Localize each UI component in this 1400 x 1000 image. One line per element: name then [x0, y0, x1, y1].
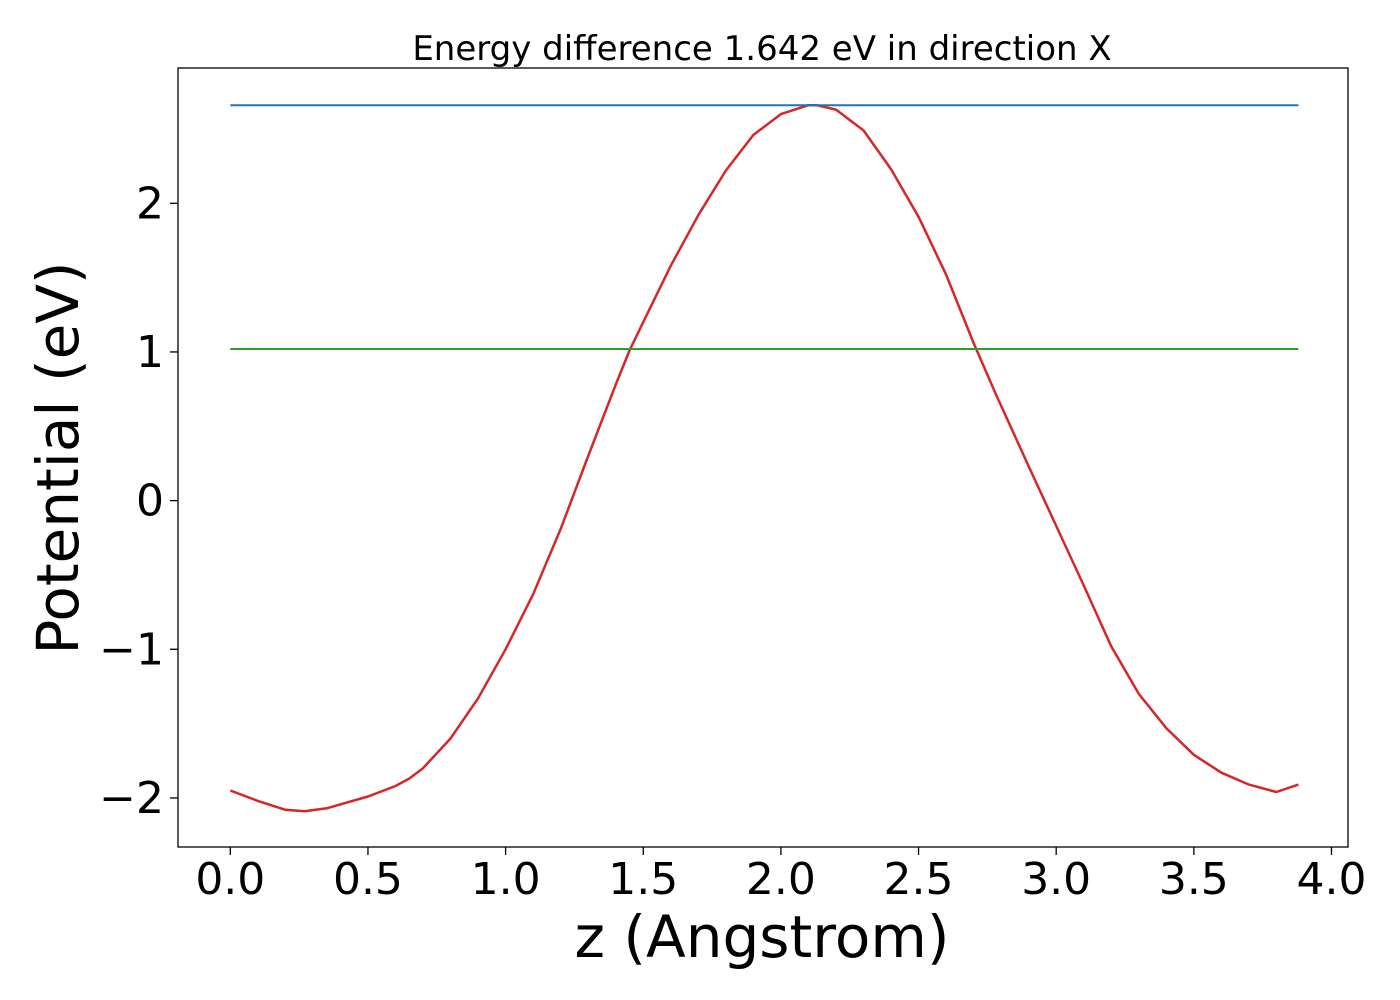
x-axis-label: z (Angstrom)	[575, 903, 950, 971]
plot-frame	[177, 67, 1349, 848]
y-tick-label: 1	[136, 327, 164, 378]
x-tick-label: 2.5	[884, 854, 954, 905]
x-tick-label: 2.0	[746, 854, 816, 905]
x-axis-ticks: 0.0 0.5 1.0 1.5 2.0 2.5 3.0 3.5 4.0	[195, 847, 1366, 905]
x-tick-label: 4.0	[1296, 854, 1366, 905]
y-tick-label: −2	[99, 773, 164, 824]
x-tick-label: 1.5	[608, 854, 678, 905]
y-tick-label: 0	[136, 476, 164, 527]
x-tick-label: 3.0	[1021, 854, 1091, 905]
x-tick-label: 0.0	[195, 854, 265, 905]
red-potential-curve	[229, 103, 1299, 813]
y-axis-ticks: −2 −1 0 1 2	[99, 178, 178, 824]
chart-title: Energy difference 1.642 eV in direction …	[412, 29, 1111, 69]
x-tick-label: 1.0	[471, 854, 541, 905]
series-layer	[229, 103, 1299, 813]
y-axis-label: Potential (eV)	[24, 261, 92, 654]
y-tick-label: −1	[99, 624, 164, 675]
x-tick-label: 0.5	[333, 854, 403, 905]
y-tick-label: 2	[136, 178, 164, 229]
x-tick-label: 3.5	[1159, 854, 1229, 905]
